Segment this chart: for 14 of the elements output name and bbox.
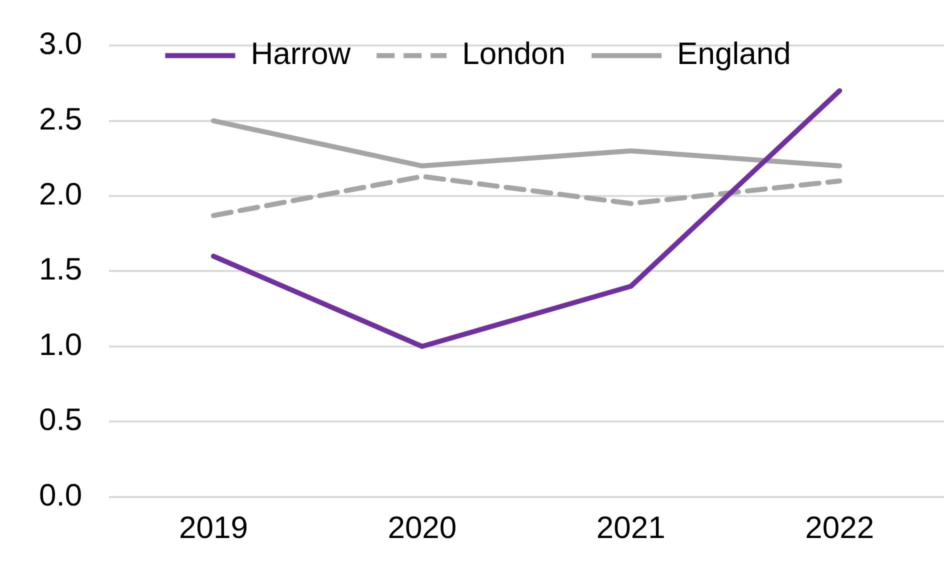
x-tick-label: 2019 [178, 510, 248, 545]
y-tick-label: 1.0 [38, 326, 82, 362]
legend-label: England [677, 36, 791, 72]
y-tick-label: 0.5 [38, 402, 82, 438]
y-tick-label: 2.0 [38, 176, 82, 212]
x-tick-label: 2020 [388, 510, 457, 545]
y-tick-label: 2.5 [38, 101, 82, 136]
y-tick-label: 3.0 [38, 26, 82, 62]
x-tick-label: 2022 [805, 510, 874, 545]
y-tick-label: 0.0 [38, 477, 82, 512]
legend-label: London [462, 36, 566, 72]
x-tick-label: 2021 [596, 510, 666, 545]
legend-label: Harrow [250, 36, 352, 72]
y-tick-label: 1.5 [38, 252, 82, 287]
